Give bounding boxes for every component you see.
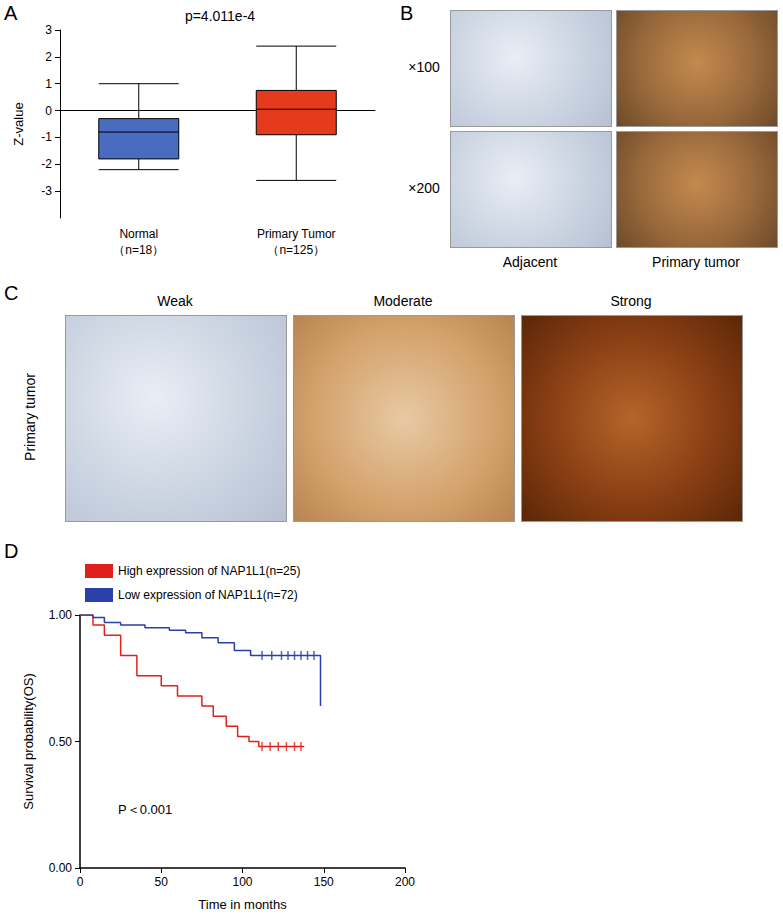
svg-text:-1: -1 bbox=[41, 130, 52, 144]
svg-text:Low expression of NAP1L1(n=72): Low expression of NAP1L1(n=72) bbox=[118, 588, 298, 602]
svg-text:150: 150 bbox=[314, 875, 334, 889]
svg-text:High expression of NAP1L1(n=25: High expression of NAP1L1(n=25) bbox=[118, 564, 300, 578]
svg-text:Z-value: Z-value bbox=[11, 102, 26, 145]
html-text:Strong: Strong bbox=[610, 293, 652, 309]
svg-text:（n=125）: （n=125） bbox=[267, 243, 325, 257]
html-text:×100: ×100 bbox=[408, 58, 440, 75]
svg-text:Survival probability(OS): Survival probability(OS) bbox=[21, 673, 36, 810]
svg-text:3: 3 bbox=[45, 23, 52, 37]
svg-text:-2: -2 bbox=[41, 157, 52, 171]
svg-text:Time in months: Time in months bbox=[198, 897, 287, 912]
svg-text:P＜0.001: P＜0.001 bbox=[118, 802, 172, 817]
svg-text:0: 0 bbox=[45, 104, 52, 118]
svg-text:Primary Tumor: Primary Tumor bbox=[257, 227, 336, 241]
svg-text:50: 50 bbox=[155, 875, 169, 889]
html-text:×200: ×200 bbox=[408, 179, 440, 196]
html-text:Weak: Weak bbox=[157, 293, 193, 309]
svg-text:0.00: 0.00 bbox=[49, 861, 73, 875]
html-text:D: D bbox=[4, 540, 19, 562]
svg-text:200: 200 bbox=[395, 875, 415, 889]
svg-text:1.00: 1.00 bbox=[49, 608, 73, 622]
html-text:A: A bbox=[4, 2, 18, 24]
svg-text:-3: -3 bbox=[41, 184, 52, 198]
svg-text:0: 0 bbox=[77, 875, 84, 889]
html-text:Primary tumor: Primary tumor bbox=[22, 372, 38, 461]
html-text:Adjacent: Adjacent bbox=[502, 254, 558, 270]
html-text:Primary tumor: Primary tumor bbox=[652, 254, 740, 270]
svg-text:Normal: Normal bbox=[119, 227, 158, 241]
html-text:C: C bbox=[4, 282, 19, 304]
html-text:B: B bbox=[400, 2, 414, 24]
html-text:Moderate: Moderate bbox=[373, 293, 433, 309]
svg-text:100: 100 bbox=[232, 875, 252, 889]
svg-text:0.50: 0.50 bbox=[49, 735, 73, 749]
svg-text:（n=18）: （n=18） bbox=[113, 243, 164, 257]
svg-text:p=4.011e-4: p=4.011e-4 bbox=[185, 8, 255, 24]
svg-text:2: 2 bbox=[45, 50, 52, 64]
svg-text:1: 1 bbox=[45, 77, 52, 91]
